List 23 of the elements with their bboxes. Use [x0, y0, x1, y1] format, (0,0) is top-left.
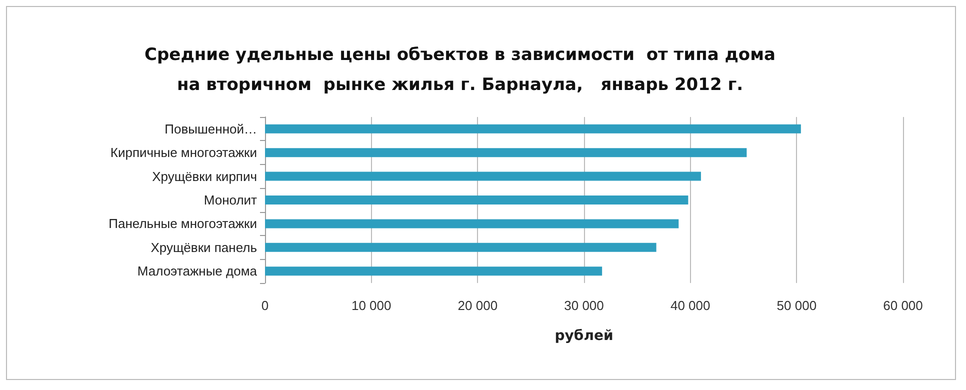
x-tick-label: 60 000 [883, 298, 923, 313]
y-tick-label: Монолит [204, 192, 258, 208]
bar [265, 196, 688, 204]
bar [265, 172, 701, 181]
x-tick-label: 30 000 [564, 298, 604, 313]
x-tick-label: 50 000 [776, 298, 817, 313]
bar [265, 148, 747, 158]
x-tick-label: 10 000 [351, 298, 392, 313]
x-axis-title: рублей [554, 328, 614, 344]
y-tick-label: Малоэтажные дома [137, 264, 258, 279]
y-tick-label: Кирпичные многоэтажки [110, 145, 257, 160]
y-tick-label: Хрущёвки панель [150, 240, 258, 255]
bar [265, 124, 801, 134]
bar [265, 242, 656, 252]
y-tick-label: Панельные многоэтажки [108, 216, 257, 232]
bar [265, 266, 602, 276]
x-tick-label: 20 000 [458, 298, 498, 313]
y-tick-label: Повышенной… [164, 121, 257, 136]
chart-title: Средние удельные цены объектов в зависимости от типа дома на вторичном рынке жилья г. Барнаула, январь 2012 г. [144, 45, 776, 95]
y-tick-label: Хрущёвки кирпич [152, 168, 257, 184]
x-tick-label: 0 [261, 298, 269, 313]
bar [265, 219, 679, 228]
x-tick-label: 40 000 [670, 298, 710, 313]
